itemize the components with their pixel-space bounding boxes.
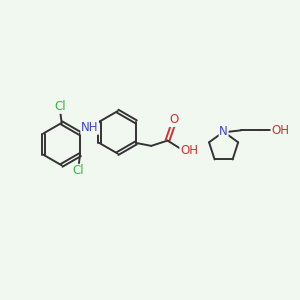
Text: Cl: Cl bbox=[54, 100, 66, 113]
Text: OH: OH bbox=[180, 144, 198, 157]
Text: N: N bbox=[219, 125, 228, 138]
Text: Cl: Cl bbox=[73, 164, 84, 177]
Text: NH: NH bbox=[81, 121, 98, 134]
Text: OH: OH bbox=[271, 124, 289, 137]
Text: O: O bbox=[169, 113, 178, 127]
